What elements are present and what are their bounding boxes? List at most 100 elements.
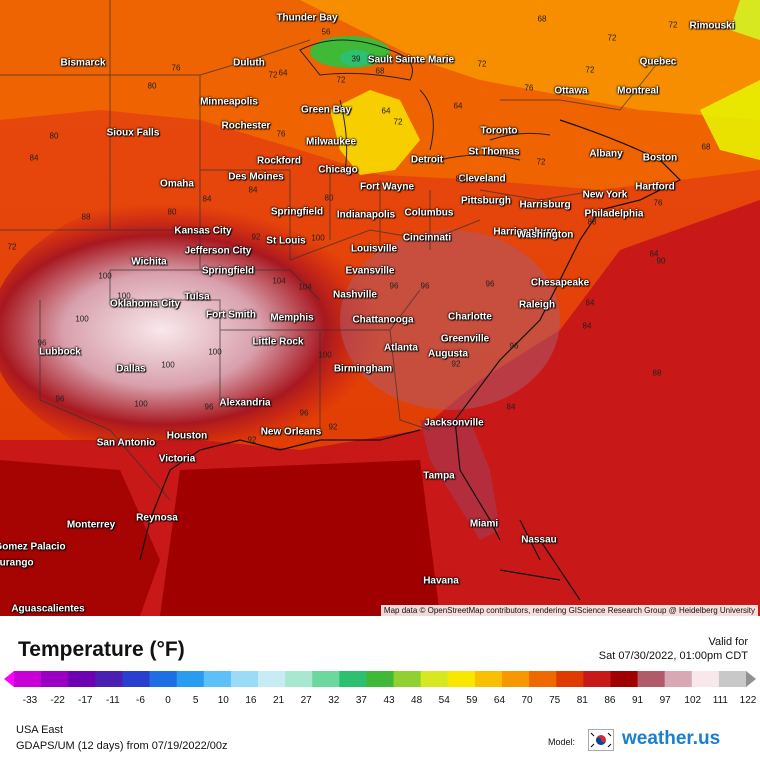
city-label: Nashville	[333, 289, 377, 301]
scale-segment	[68, 671, 96, 687]
temperature-value: 96	[420, 281, 430, 291]
temperature-value: 80	[324, 193, 334, 203]
scale-tick: 102	[684, 695, 702, 706]
city-label: Sault Sainte Marie	[367, 54, 455, 66]
city-label: Boston	[642, 152, 678, 164]
temperature-value: 39	[351, 54, 361, 64]
scale-segment	[203, 671, 232, 687]
scale-tick: 27	[300, 695, 312, 706]
temperature-value: 84	[585, 298, 595, 308]
scale-tick: -33	[22, 695, 38, 706]
scale-segment	[664, 671, 693, 687]
city-label: Memphis	[270, 312, 314, 324]
city-label: Charlotte	[448, 311, 492, 323]
scale-tick: 37	[355, 695, 367, 706]
temperature-value: 96	[485, 279, 495, 289]
scale-segment	[474, 671, 503, 687]
temperature-value: 76	[524, 83, 534, 93]
scale-tick: -11	[105, 695, 120, 706]
temperature-value: 96	[204, 402, 214, 412]
temperature-value: 100	[134, 399, 148, 409]
city-label: Victoria	[158, 453, 196, 465]
scale-segment	[556, 671, 584, 687]
city-label: Indianapolis	[336, 209, 396, 221]
temperature-value: 90	[656, 256, 666, 266]
valid-time: Sat 07/30/2022, 01:00pm CDT	[598, 650, 748, 662]
scale-arrow-high	[746, 671, 756, 687]
temperature-value: 100	[75, 314, 89, 324]
scale-tick: 48	[411, 695, 423, 706]
scale-segment	[393, 671, 422, 687]
city-label: New Orleans	[260, 426, 322, 438]
city-label: Augusta	[428, 348, 468, 360]
scale-tick: 54	[438, 695, 450, 706]
temperature-value: 80	[147, 81, 157, 91]
city-label: Gomez Palacio	[0, 541, 66, 553]
city-label: Atlanta	[384, 342, 418, 354]
city-label: Sioux Falls	[106, 127, 160, 139]
temperature-value: 96	[389, 281, 399, 291]
city-label: Birmingham	[333, 363, 393, 375]
scale-segment	[718, 671, 747, 687]
scale-tick: 97	[659, 695, 671, 706]
temperature-value: 64	[453, 101, 463, 111]
scale-tick: -17	[77, 695, 93, 706]
city-label: Harrisburg	[519, 199, 571, 211]
city-label: Philadelphia	[584, 208, 644, 220]
city-label: Little Rock	[252, 336, 304, 348]
temperature-value: 80	[167, 207, 177, 217]
scale-tick: 59	[466, 695, 478, 706]
city-label: Hartford	[635, 181, 675, 193]
city-label: Houston	[166, 430, 208, 442]
map-attribution[interactable]: Map data © OpenStreetMap contributors, r…	[380, 605, 758, 616]
temperature-map[interactable]: Thunder Bay Sault Sainte Marie Bismarck Dul…	[0, 0, 760, 616]
scale-segment	[502, 671, 530, 687]
temperature-value: 72	[536, 157, 546, 167]
temperature-value: 100	[311, 233, 325, 243]
temperature-value: 92	[451, 359, 461, 369]
scale-segment	[258, 671, 286, 687]
city-label: Rockford	[257, 155, 301, 167]
temperature-value: 92	[251, 232, 261, 242]
temperature-value: 72	[585, 65, 595, 75]
map-canvas	[0, 0, 760, 616]
city-label: Rimouski	[689, 20, 735, 32]
region-label: USA East	[16, 724, 64, 736]
city-label: Green Bay	[300, 104, 352, 116]
city-label: Detroit	[410, 154, 444, 166]
city-label: Durango	[0, 557, 34, 569]
city-label: Nassau	[521, 534, 557, 546]
city-label: Cleveland	[458, 173, 506, 185]
scale-segment	[149, 671, 178, 687]
city-label: New York	[582, 189, 628, 201]
scale-tick: 86	[604, 695, 616, 706]
city-label: Tulsa	[184, 291, 210, 303]
temperature-value: 104	[298, 282, 312, 292]
temperature-value: 72	[477, 59, 487, 69]
city-label: Toronto	[480, 125, 518, 137]
scale-tick: 75	[549, 695, 561, 706]
city-label: Fort Wayne	[359, 181, 415, 193]
scale-segment	[41, 671, 69, 687]
scale-tick: 81	[576, 695, 588, 706]
city-label: Harrisonburg	[493, 226, 557, 238]
temperature-value: 96	[55, 394, 65, 404]
temperature-value: 84	[202, 194, 212, 204]
city-label: Dallas	[116, 363, 146, 375]
temperature-value: 72	[607, 33, 617, 43]
city-label: Wichita	[131, 256, 167, 268]
brand-logo[interactable]: weather.us	[622, 728, 721, 749]
temperature-value: 68	[701, 142, 711, 152]
temperature-value: 80	[49, 131, 59, 141]
city-label: Albany	[589, 148, 623, 160]
city-label: Jefferson City	[184, 245, 252, 257]
temperature-value: 68	[537, 14, 547, 24]
temperature-value: 84	[455, 174, 465, 184]
scale-segment	[312, 671, 340, 687]
scale-segment	[14, 671, 42, 687]
temperature-value: 92	[328, 422, 338, 432]
model-label: Model:	[548, 737, 576, 747]
temperature-value: 96	[299, 408, 309, 418]
scale-tick: 64	[493, 695, 506, 706]
temperature-value: 100	[117, 291, 131, 301]
